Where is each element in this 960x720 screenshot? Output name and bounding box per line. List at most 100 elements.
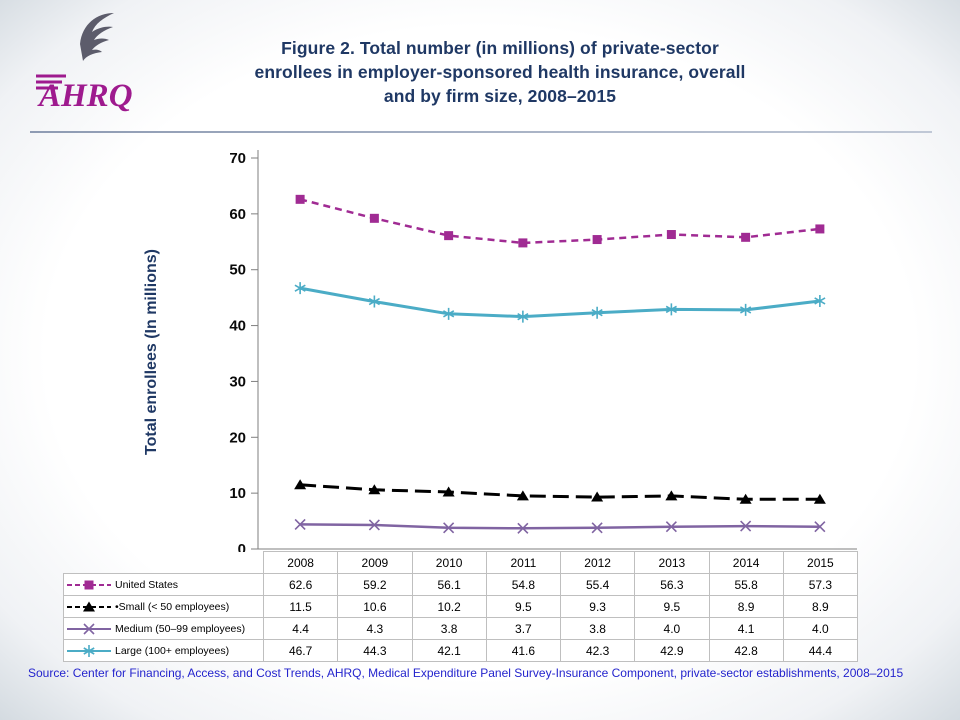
triangle-marker [813, 493, 826, 504]
series-3 [294, 282, 826, 323]
title-line-1: Figure 2. Total number (in millions) of … [281, 38, 719, 58]
value-cell: 4.0 [782, 617, 859, 640]
logo-wordmark: AHRQ [37, 78, 132, 114]
table-row: •Small (< 50 employees) 11.5 10.6 10.2 9.5 9.… [63, 595, 859, 618]
line-chart: 0 10 20 30 40 50 60 70 [229, 150, 857, 552]
x-marker [294, 518, 306, 530]
value-cell: 9.5 [634, 595, 710, 618]
year-cell: 2010 [411, 551, 487, 574]
ahrq-logo-graphic: AHRQ [36, 13, 133, 114]
x-marker [517, 522, 529, 534]
value-cell: 10.2 [411, 595, 487, 618]
series-line [300, 523, 820, 530]
legend-label: Large (100+ employees) [115, 644, 230, 657]
table-row: United States 62.6 59.2 56.1 54.8 55.4 56.3 55.… [63, 573, 859, 596]
year-cell: 2015 [782, 551, 859, 574]
asterisk-marker [517, 310, 529, 323]
y-tick-label: 0 [238, 541, 246, 552]
value-cell: 4.4 [262, 617, 339, 640]
value-cell: 9.3 [559, 595, 636, 618]
value-cell: 3.7 [485, 617, 562, 640]
value-cell: 10.6 [337, 595, 413, 618]
y-tick-label: 40 [229, 318, 246, 335]
year-cell: 2014 [708, 551, 784, 574]
legend-cell: Large (100+ employees) [63, 639, 264, 662]
value-cell: 4.0 [634, 617, 710, 640]
value-cell: 56.3 [634, 573, 710, 596]
value-cell: 57.3 [782, 573, 859, 596]
triangle-marker [739, 493, 752, 504]
table-row: Large (100+ employees) 46.7 44.3 42.1 41.6 42… [63, 639, 859, 662]
y-tick-label: 10 [229, 485, 246, 502]
series-2 [294, 518, 826, 534]
value-cell: 3.8 [559, 617, 636, 640]
y-tick-label: 60 [229, 206, 246, 223]
value-cell: 44.4 [782, 639, 859, 662]
value-cell: 11.5 [262, 595, 339, 618]
series-0 [295, 194, 825, 248]
y-tick-label: 70 [229, 150, 246, 167]
value-cell: 8.9 [708, 595, 784, 618]
asterisk-marker [814, 294, 826, 307]
square-marker [592, 235, 602, 245]
asterisk-marker [443, 307, 455, 320]
square-marker [84, 580, 94, 589]
series-line [299, 198, 821, 245]
data-table: 2008 2009 2010 2011 2012 2013 2014 2015 United S… [63, 551, 859, 662]
value-cell: 42.9 [634, 639, 710, 662]
square-marker [444, 231, 454, 241]
asterisk-marker [368, 295, 380, 308]
x-marker [591, 522, 603, 534]
triangle-marker [516, 490, 529, 501]
series-1 [294, 479, 826, 504]
logo-speed-lines [36, 74, 66, 90]
legend-cell: •Small (< 50 employees) [63, 595, 264, 618]
square-marker [369, 213, 379, 223]
square-marker [741, 232, 751, 242]
series-line [299, 286, 821, 319]
hhs-eagle-icon [80, 13, 114, 61]
header-divider [30, 131, 932, 133]
x-marker [740, 520, 752, 532]
y-tick-label: 50 [229, 262, 246, 279]
square-marker [666, 230, 676, 240]
legend-cell: Medium (50–99 employees) [63, 617, 264, 640]
value-cell: 46.7 [262, 639, 339, 662]
triangle-marker [83, 601, 95, 611]
year-cell: 2009 [337, 551, 413, 574]
y-tick-label: 20 [229, 429, 246, 446]
value-cell: 3.8 [411, 617, 487, 640]
triangle-marker [442, 486, 455, 497]
value-cell: 4.3 [337, 617, 413, 640]
x-marker [665, 521, 677, 533]
triangle-marker [368, 484, 381, 495]
value-cell: 42.1 [411, 639, 487, 662]
value-cell: 41.6 [485, 639, 562, 662]
value-cell: 55.8 [708, 573, 784, 596]
value-cell: 54.8 [485, 573, 562, 596]
x-marker [83, 622, 95, 635]
value-cell: 56.1 [411, 573, 487, 596]
square-marker [518, 238, 528, 248]
value-cell: 8.9 [782, 595, 859, 618]
triangle-marker [591, 491, 604, 502]
value-cell: 55.4 [559, 573, 636, 596]
ahrq-logo: AHRQ [36, 8, 133, 116]
x-marker [443, 522, 455, 534]
legend-key-square [67, 580, 111, 589]
square-marker [815, 224, 825, 234]
value-cell: 9.5 [485, 595, 562, 618]
title-line-3: and by firm size, 2008–2015 [383, 86, 617, 106]
y-axis: 0 10 20 30 40 50 60 70 [229, 150, 259, 552]
year-cell: 2013 [634, 551, 710, 574]
asterisk-marker [665, 303, 677, 316]
triangle-marker [665, 490, 678, 501]
legend-key-asterisk [67, 644, 111, 657]
figure-title: Figure 2. Total number (in millions) of … [140, 36, 860, 108]
source-note: Source: Center for Financing, Access, an… [28, 666, 904, 680]
value-cell: 42.3 [559, 639, 636, 662]
legend-label: Medium (50–99 employees) [115, 622, 246, 635]
asterisk-marker [591, 306, 603, 319]
asterisk-marker [83, 644, 95, 657]
title-line-2: enrollees in employer-sponsored health i… [254, 62, 746, 82]
